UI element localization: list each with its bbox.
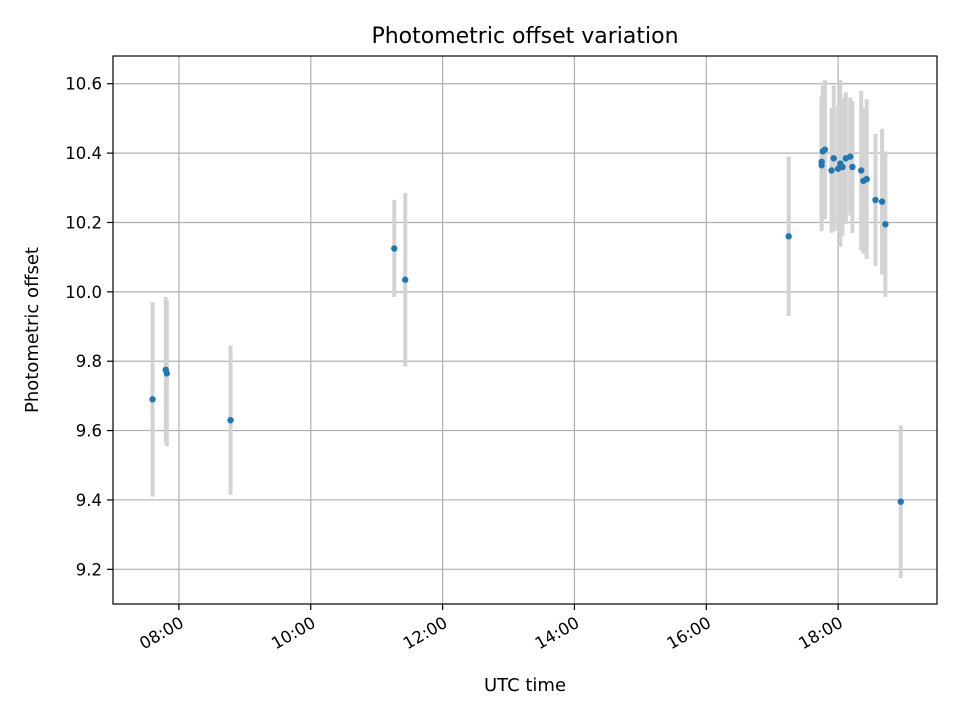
data-points xyxy=(149,146,904,505)
data-point xyxy=(857,167,865,174)
plot-frame xyxy=(112,55,938,605)
data-point xyxy=(878,198,886,205)
data-point xyxy=(149,396,156,403)
y-tick-label: 9.6 xyxy=(76,422,102,441)
data-point xyxy=(897,498,904,505)
data-point xyxy=(391,245,398,252)
data-point xyxy=(830,155,837,162)
data-point xyxy=(849,163,856,171)
y-tick-label: 10.2 xyxy=(65,213,102,232)
data-point xyxy=(828,167,835,174)
y-axis-ticks: 9.2 9.4 9.6 9.8 10.0 10.2 10.4 10.6 xyxy=(65,75,113,579)
data-point xyxy=(872,196,879,204)
data-point xyxy=(785,233,792,240)
chart-title: Photometric offset variation xyxy=(371,24,678,49)
y-tick-label: 10.6 xyxy=(65,75,102,94)
data-point xyxy=(227,416,234,424)
data-point xyxy=(163,370,171,377)
data-point xyxy=(818,158,825,165)
y-tick-label: 10.0 xyxy=(65,283,102,302)
y-axis-label: Photometric offset xyxy=(22,247,43,413)
data-point xyxy=(882,221,889,228)
data-point xyxy=(863,175,870,183)
data-point xyxy=(847,153,854,160)
y-tick-label: 9.8 xyxy=(76,352,102,371)
y-tick-label: 9.2 xyxy=(76,560,102,579)
data-point xyxy=(839,163,846,171)
data-point xyxy=(821,146,829,153)
y-tick-label: 10.4 xyxy=(65,144,102,163)
data-point xyxy=(402,276,409,283)
x-axis-label: UTC time xyxy=(484,675,566,696)
y-tick-label: 9.4 xyxy=(76,491,102,510)
